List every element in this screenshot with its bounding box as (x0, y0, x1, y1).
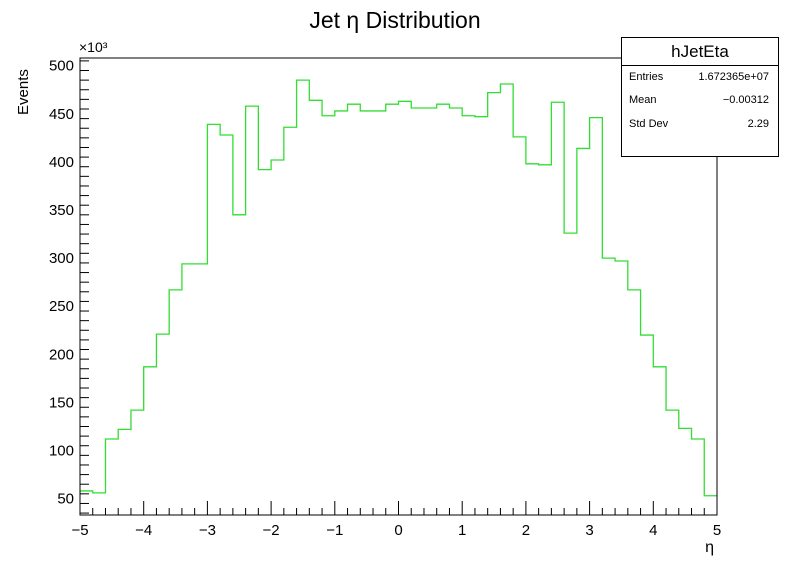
stats-value: 2.29 (748, 113, 769, 136)
x-tick-label: 4 (649, 522, 657, 539)
y-tick-label: 500 (49, 58, 74, 75)
y-tick-label: 400 (49, 154, 74, 171)
x-tick-label: −5 (71, 522, 88, 539)
chart-title: Jet η Distribution (309, 7, 480, 33)
stats-box: hJetEta Entries 1.672365e+07 Mean −0.003… (621, 37, 779, 157)
y-tick-label: 100 (49, 443, 74, 460)
y-tick-label: 200 (49, 346, 74, 363)
stats-label: Entries (629, 66, 663, 89)
x-tick-label: −1 (326, 522, 343, 539)
y-tick-label: 350 (49, 202, 74, 219)
stats-row-stddev: Std Dev 2.29 (622, 113, 778, 136)
stats-label: Mean (629, 89, 657, 112)
y-tick-label: 150 (49, 394, 74, 411)
stats-label: Std Dev (629, 113, 668, 136)
stats-row-entries: Entries 1.672365e+07 (622, 66, 778, 89)
y-axis-label: Events (15, 69, 32, 115)
x-tick-label: −2 (263, 522, 280, 539)
x-tick-label: 2 (522, 522, 530, 539)
y-tick-label: 450 (49, 106, 74, 123)
x-tick-label: −4 (135, 522, 152, 539)
x-tick-label: 0 (394, 522, 402, 539)
stats-row-mean: Mean −0.00312 (622, 89, 778, 112)
y-tick-label: 50 (57, 491, 74, 508)
x-tick-label: 1 (458, 522, 466, 539)
y-tick-label: 300 (49, 250, 74, 267)
x-tick-label: 5 (713, 522, 721, 539)
stats-title: hJetEta (622, 38, 778, 66)
stats-value: 1.672365e+07 (698, 66, 769, 89)
stats-value: −0.00312 (723, 89, 769, 112)
x-tick-label: −3 (199, 522, 216, 539)
y-multiplier-label: ×10³ (79, 39, 108, 55)
y-tick-label: 250 (49, 298, 74, 315)
x-tick-label: 3 (585, 522, 593, 539)
x-axis-label: η (705, 539, 714, 556)
